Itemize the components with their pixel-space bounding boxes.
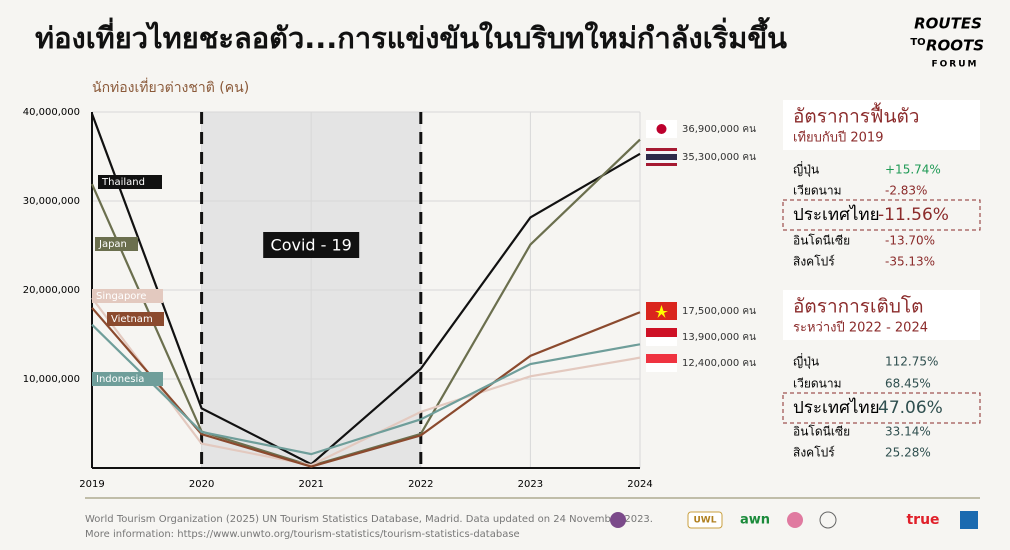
series-line [90, 113, 641, 466]
row-name: ญี่ปุ่น [793, 161, 819, 178]
y-tick-label: 10,000,000 [23, 374, 80, 385]
row-value: -13.70% [885, 234, 935, 248]
x-tick-label: 2019 [79, 479, 104, 490]
flag [646, 328, 677, 337]
legend-swatch [95, 237, 138, 251]
flag [646, 363, 677, 372]
panel-box [783, 290, 980, 340]
row-name: ประเทศไทย [793, 204, 880, 225]
legend-swatch [98, 175, 162, 189]
flag [646, 148, 677, 151]
brand: ROUTES [914, 15, 982, 33]
x-tick-label: 2020 [189, 479, 214, 490]
title: ท่องเที่ยวไทยชะลอตัว...การแข่งขันในบริบท… [35, 16, 787, 55]
logo [787, 512, 803, 528]
y-axis-label: นักท่องเที่ยวต่างชาติ (คน) [92, 78, 249, 96]
annotation-box [263, 232, 360, 258]
row-value: -2.83% [885, 184, 927, 198]
flag [656, 124, 667, 134]
logo [610, 512, 626, 528]
annotation: Covid - 19 [271, 236, 352, 255]
logo-text: UWL [694, 516, 717, 526]
x-tick-label: 2024 [627, 479, 652, 490]
legend-label: Indonesia [96, 374, 144, 385]
legend-label: Vietnam [111, 314, 153, 325]
value-label: 13,900,000 คน [682, 332, 756, 343]
value-label: 35,300,000 คน [682, 152, 756, 163]
flag [655, 305, 668, 318]
logo [687, 511, 723, 529]
row-name: ประเทศไทย [793, 397, 880, 418]
series-line [91, 323, 641, 456]
panel-subtitle: เทียบกับปี 2019 [793, 130, 883, 146]
highlight-box [782, 199, 981, 231]
brand: TO [910, 37, 925, 48]
row-name: สิงคโปร์ [793, 446, 835, 460]
row-value: -35.13% [885, 255, 935, 269]
panel-title: อัตราการเติบโต [793, 295, 923, 318]
row-value: 68.45% [885, 377, 931, 391]
row-name: อินโดนีเซีย [793, 425, 850, 439]
y-tick-label: 20,000,000 [23, 285, 80, 296]
brand: FORUM [932, 60, 979, 70]
source: More information: https://www.unwto.org/… [85, 529, 520, 540]
brand: ROOTS [926, 37, 984, 55]
flag [646, 354, 677, 363]
y-tick-label: 30,000,000 [23, 196, 80, 207]
legend-swatch [92, 372, 163, 386]
row-name: เวียดนาม [793, 184, 842, 198]
source: World Tourism Organization (2025) UN Tou… [85, 514, 653, 525]
series-line [91, 297, 641, 467]
row-value: 47.06% [878, 398, 943, 418]
row-name: สิงคโปร์ [793, 255, 835, 269]
flag [646, 154, 677, 160]
logo-text: awn [740, 513, 770, 528]
panel-box [783, 100, 980, 150]
legend-label: Thailand [101, 177, 145, 188]
value-label: 36,900,000 คน [682, 124, 756, 135]
panel-subtitle: ระหว่างปี 2022 - 2024 [793, 320, 928, 336]
highlight-box [782, 392, 981, 424]
flag [646, 160, 677, 163]
panel-title: อัตราการฟื้นตัว [793, 103, 919, 128]
plot: 10,000,000 20,000,000 30,000,000 40,000,000… [23, 107, 756, 490]
legend-swatch [92, 289, 163, 303]
x-tick-label: 2021 [298, 479, 323, 490]
row-name: อินโดนีเซีย [793, 234, 850, 248]
legend-label: Singapore [96, 291, 146, 302]
legend-swatch [107, 312, 164, 326]
value-label: 17,500,000 คน [682, 306, 756, 317]
x-tick-label: 2023 [518, 479, 543, 490]
x-tick-label: 2022 [408, 479, 433, 490]
row-value: -11.56% [878, 205, 949, 225]
row-name: เวียดนาม [793, 377, 842, 391]
logo [819, 511, 837, 529]
flag [646, 163, 677, 166]
logo-text: true [906, 512, 939, 528]
series-line [90, 138, 641, 467]
row-value: +15.74% [885, 163, 941, 177]
legend-label: Japan [98, 239, 127, 250]
flag [646, 337, 677, 346]
y-tick-label: 40,000,000 [23, 107, 80, 118]
value-label: 12,400,000 คน [682, 358, 756, 369]
row-value: 33.14% [885, 425, 931, 439]
row-name: ญี่ปุ่น [793, 353, 819, 370]
row-value: 112.75% [885, 355, 938, 369]
row-value: 25.28% [885, 446, 931, 460]
flag [646, 151, 677, 154]
logo [960, 511, 978, 529]
